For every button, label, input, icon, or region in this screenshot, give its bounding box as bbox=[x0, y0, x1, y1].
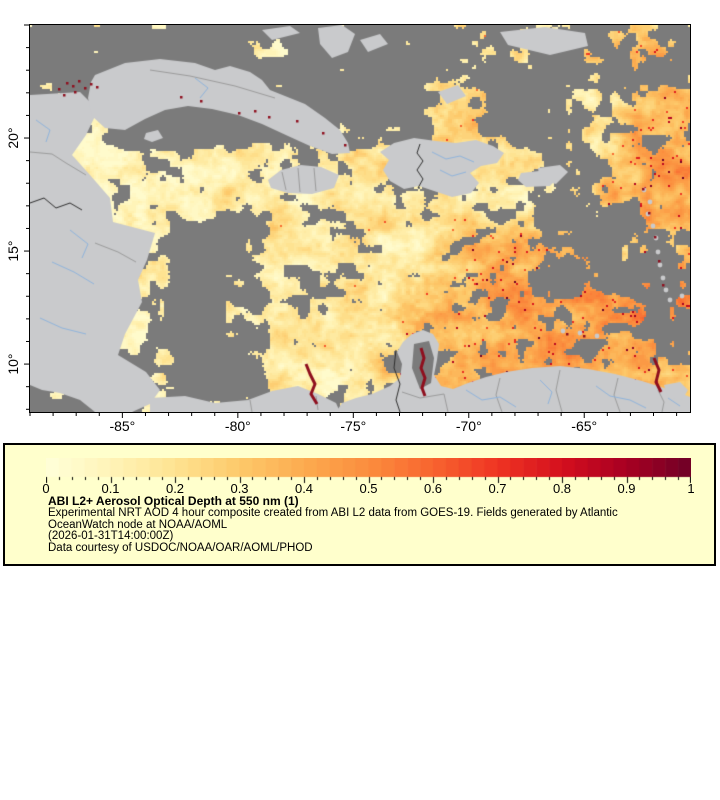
legend-description-line-1: Experimental NRT AOD 4 hour composite cr… bbox=[48, 507, 618, 519]
colorbar-tick-label: 0.1 bbox=[101, 481, 120, 496]
lon-tick-label: -85° bbox=[109, 418, 135, 434]
colorbar-tick-label: 0.6 bbox=[423, 481, 443, 496]
lon-tick-label: -80° bbox=[225, 418, 251, 434]
legend-courtesy: Data courtesy of USDOC/NOAA/OAR/AOML/PHO… bbox=[48, 541, 313, 554]
lon-tick-label: -75° bbox=[340, 418, 366, 434]
colorbar-tick-label: 0.7 bbox=[488, 481, 507, 496]
colorbar-tick-label: 1 bbox=[687, 481, 695, 496]
legend-panel: 0 0.1 0.2 0.3 0.4 0.5 0.6 0.7 0.8 0.9 1 ABI L2+ Ae… bbox=[3, 443, 716, 566]
legend-timestamp: (2026-01-31T14:00:00Z) bbox=[48, 530, 174, 543]
colorbar-tick-label: 0.9 bbox=[617, 481, 636, 496]
lon-tick-label: -70° bbox=[456, 418, 482, 434]
colorbar-tick-label: 0 bbox=[42, 481, 50, 496]
colorbar bbox=[46, 458, 691, 484]
lon-tick-label: -65° bbox=[571, 418, 597, 434]
lat-tick-label: 10° bbox=[5, 353, 21, 374]
lat-tick-label: 20° bbox=[5, 127, 21, 148]
lat-tick-label: 15° bbox=[5, 240, 21, 261]
aod-map-canvas bbox=[30, 25, 690, 412]
colorbar-tick-label: 0.4 bbox=[294, 481, 314, 496]
legend-title: ABI L2+ Aerosol Optical Depth at 550 nm … bbox=[48, 494, 299, 508]
colorbar-tick-label: 0.8 bbox=[552, 481, 572, 496]
legend-text-block: ABI L2+ Aerosol Optical Depth at 550 nm … bbox=[48, 495, 698, 554]
legend-description-line-2: OceanWatch node at NOAA/AOML bbox=[48, 518, 228, 531]
colorbar-tick-label: 0.3 bbox=[230, 481, 249, 496]
colorbar-tick-label: 0.5 bbox=[359, 481, 378, 496]
colorbar-tick-label: 0.2 bbox=[165, 481, 185, 496]
